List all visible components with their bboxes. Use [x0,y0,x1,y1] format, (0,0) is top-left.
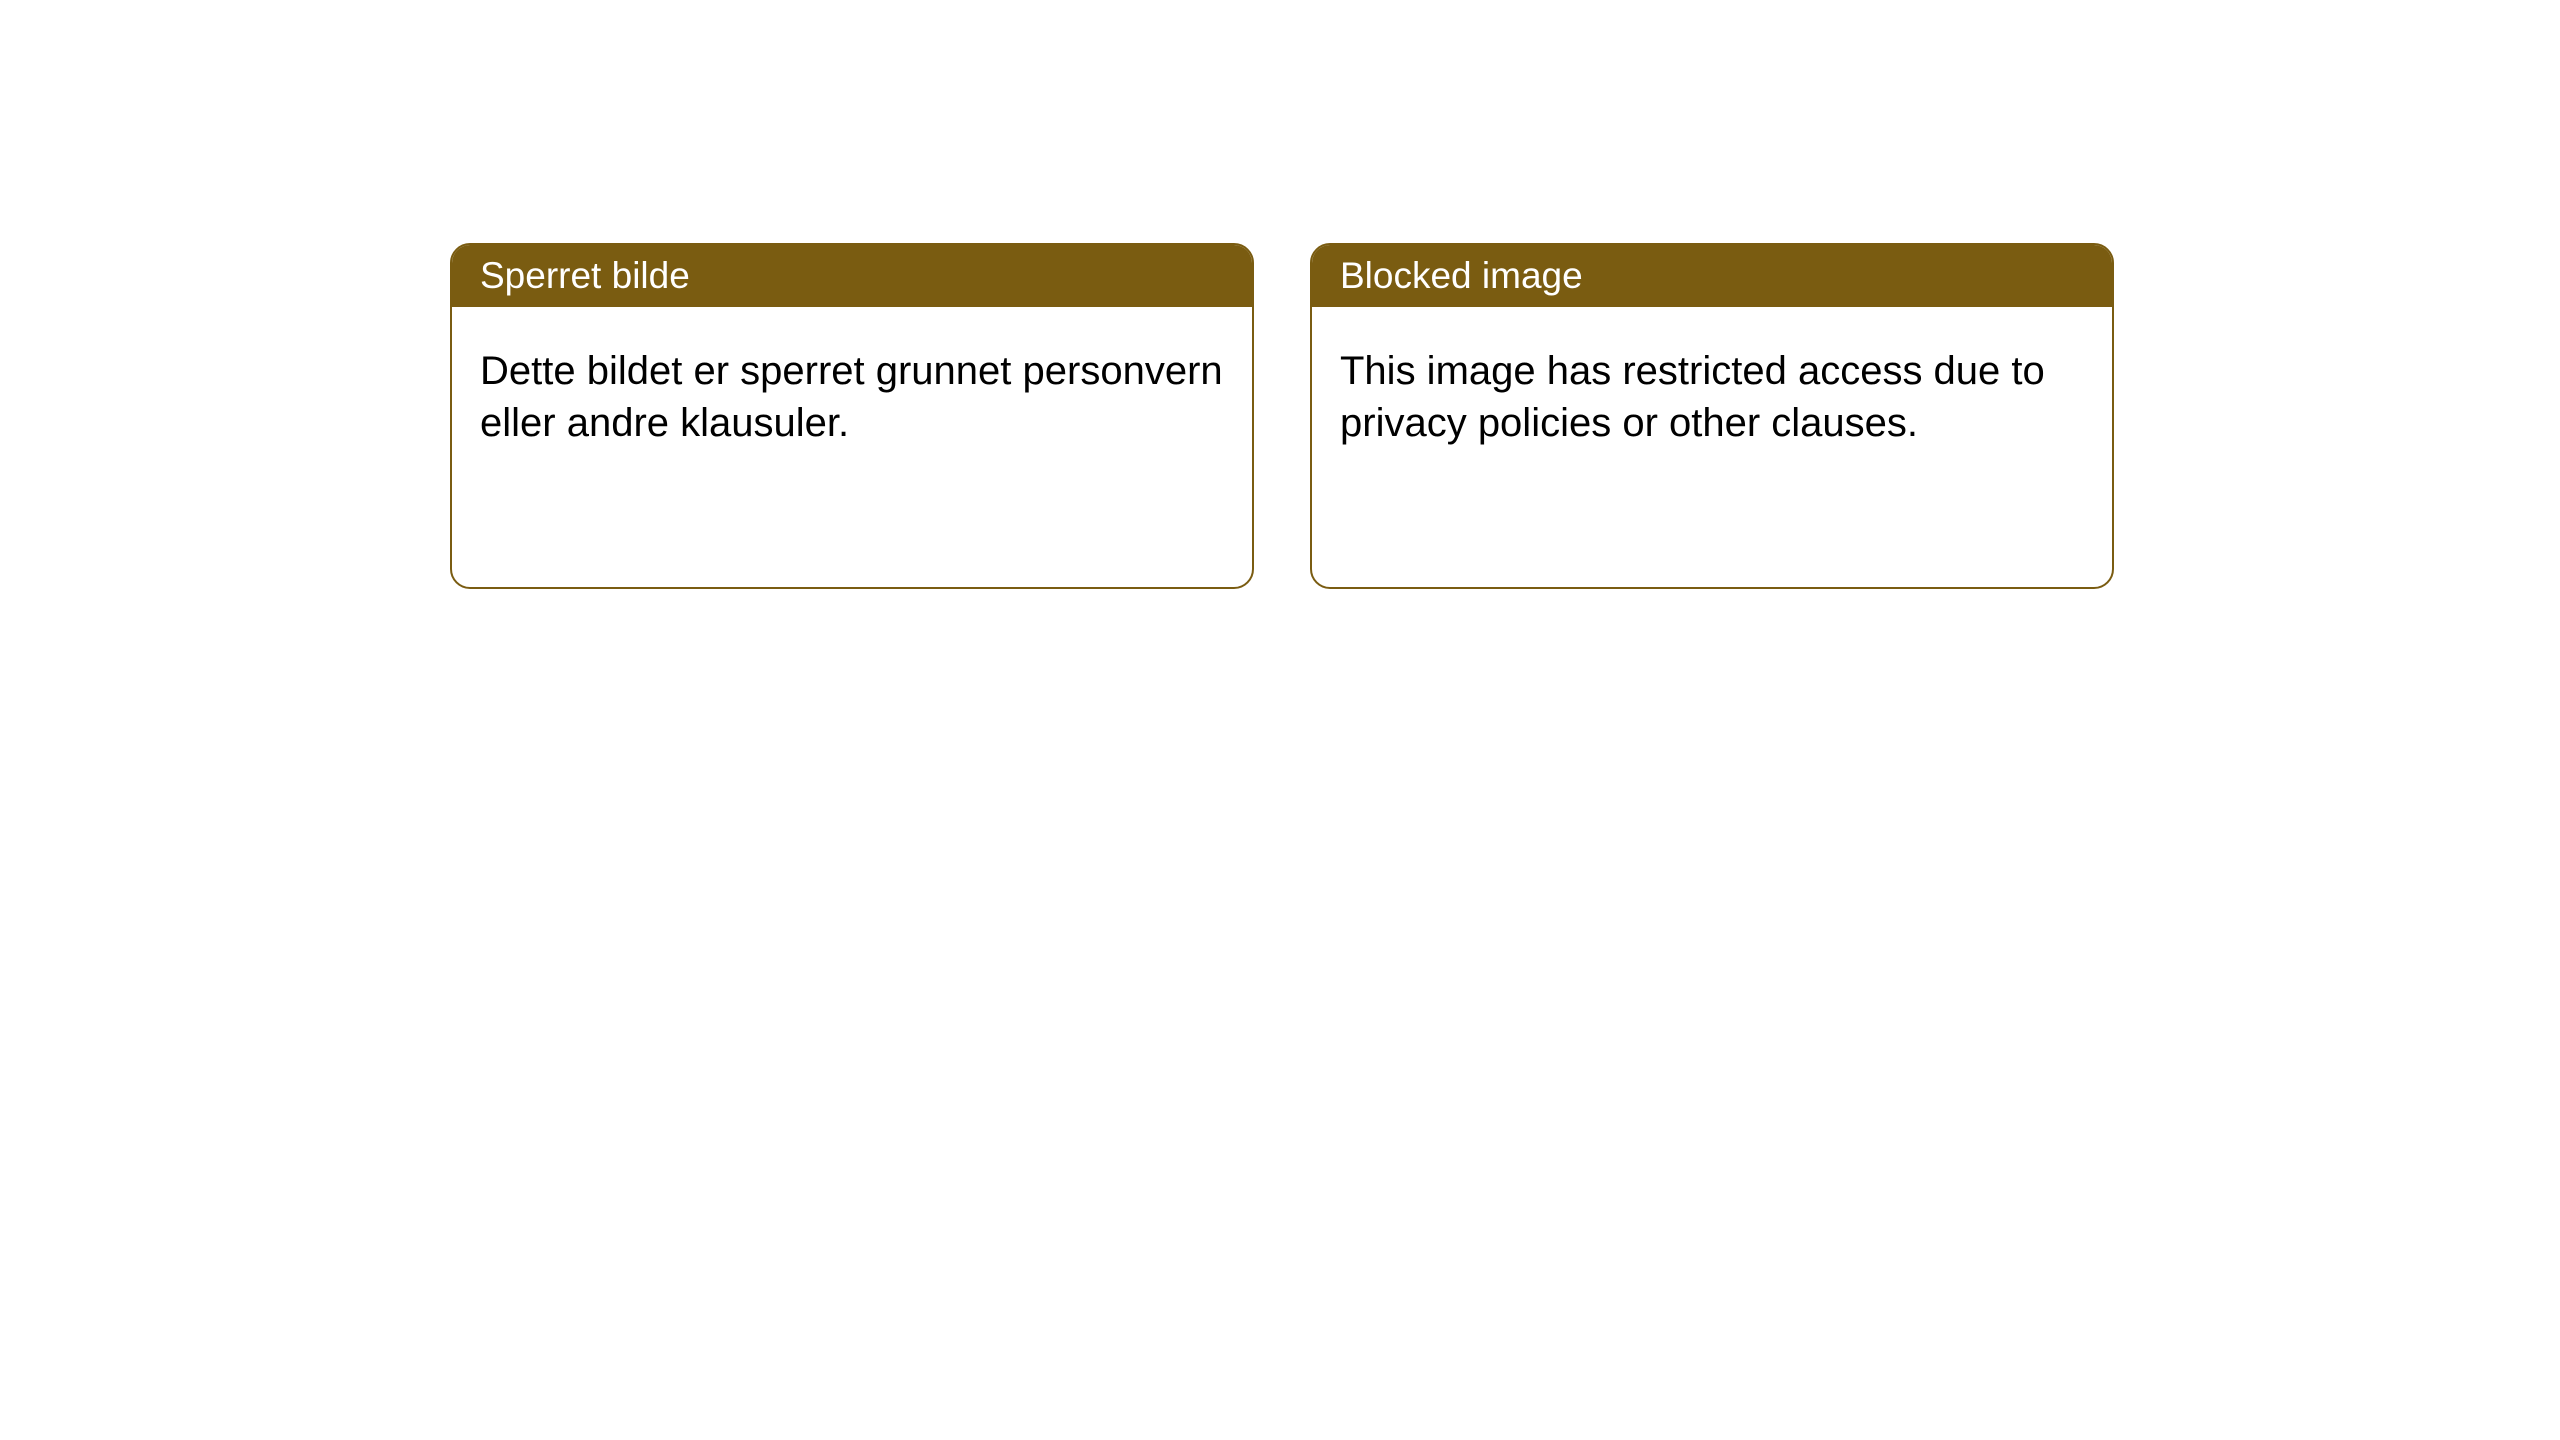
blocked-image-card-norwegian: Sperret bilde Dette bildet er sperret gr… [450,243,1254,589]
blocked-image-card-english: Blocked image This image has restricted … [1310,243,2114,589]
card-body: This image has restricted access due to … [1312,307,2112,587]
card-body: Dette bildet er sperret grunnet personve… [452,307,1252,587]
card-header: Sperret bilde [452,245,1252,307]
card-title: Blocked image [1340,255,1583,296]
card-title: Sperret bilde [480,255,690,296]
cards-container: Sperret bilde Dette bildet er sperret gr… [0,0,2560,589]
card-body-text: This image has restricted access due to … [1340,349,2045,445]
card-header: Blocked image [1312,245,2112,307]
card-body-text: Dette bildet er sperret grunnet personve… [480,349,1223,445]
